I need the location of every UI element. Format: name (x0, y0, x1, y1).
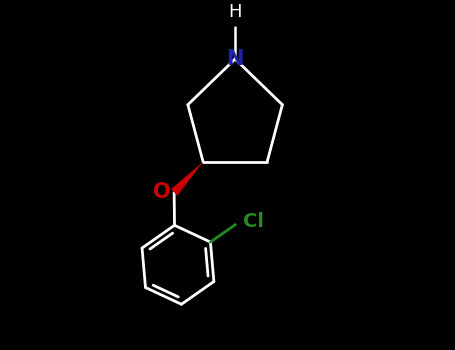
Polygon shape (171, 162, 203, 196)
Text: Cl: Cl (243, 212, 264, 231)
Text: H: H (228, 3, 242, 21)
Text: N: N (227, 49, 244, 69)
Text: O: O (153, 182, 171, 202)
